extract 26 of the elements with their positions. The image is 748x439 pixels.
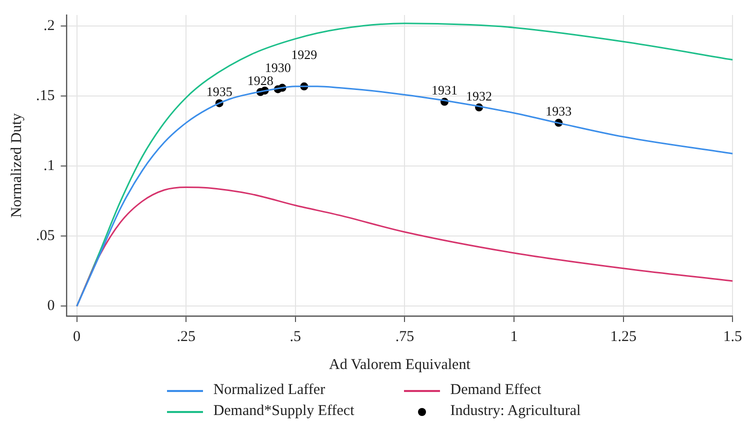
y-tick-label: .05 bbox=[36, 228, 55, 244]
legend-label: Industry: Agricultural bbox=[450, 403, 581, 420]
y-tick-label: .15 bbox=[36, 88, 55, 104]
annotation: 1933 bbox=[546, 104, 572, 119]
annotation: 1930 bbox=[264, 60, 291, 75]
annotation: 1928 bbox=[247, 72, 274, 88]
x-tick-label: 1.25 bbox=[610, 328, 636, 345]
y-axis-title: Normalized Duty bbox=[8, 112, 25, 218]
y-tick-label: 0 bbox=[47, 298, 55, 314]
x-tick-label: .25 bbox=[176, 328, 196, 345]
x-tick-label: 0 bbox=[73, 328, 81, 345]
y-tick-label: .2 bbox=[44, 18, 55, 34]
legend-label: Normalized Laffer bbox=[213, 382, 326, 399]
x-tick-label: .5 bbox=[290, 328, 302, 345]
x-axis-title: Ad Valorem Equivalent bbox=[329, 356, 472, 373]
legend-label: Demand Effect bbox=[450, 382, 542, 399]
line-series bbox=[76, 86, 733, 307]
annotation: 1929 bbox=[291, 46, 318, 62]
annotation: 1935 bbox=[206, 84, 232, 100]
annotation: 1931 bbox=[432, 82, 458, 98]
x-tick-label: 1.5 bbox=[723, 328, 742, 345]
legend-label: Demand*Supply Effect bbox=[213, 403, 354, 420]
x-tick-label: 1 bbox=[510, 328, 518, 345]
x-tick-label: .75 bbox=[395, 328, 414, 345]
y-tick-label: .1 bbox=[44, 158, 55, 174]
annotation: 1932 bbox=[466, 88, 492, 104]
